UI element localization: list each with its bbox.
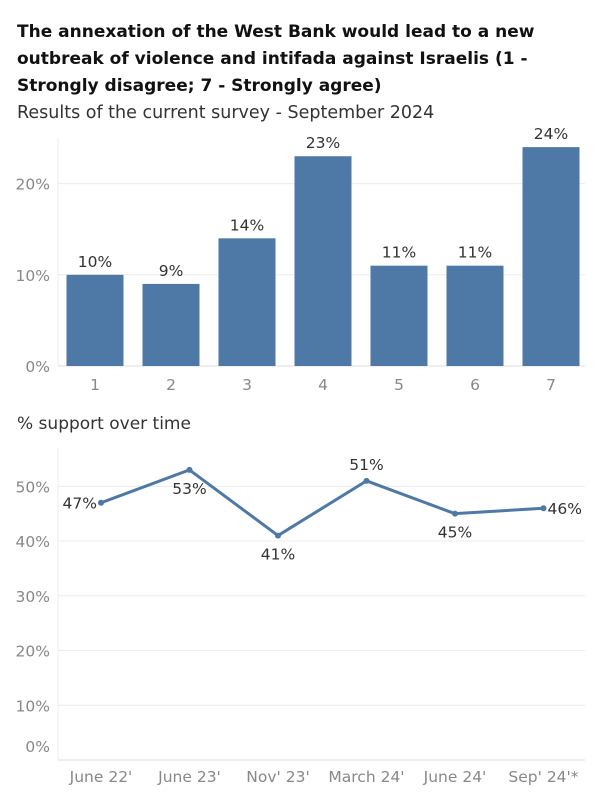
- bar-xtick-label: 5: [394, 376, 404, 394]
- line-data-label: 47%: [63, 495, 97, 513]
- line-data-label: 53%: [172, 480, 206, 498]
- line-point: [186, 466, 193, 473]
- line-xtick-label: June 22': [69, 768, 133, 786]
- line-data-label: 41%: [261, 546, 295, 564]
- bar-xtick-label: 7: [546, 376, 556, 394]
- line-point: [540, 505, 547, 512]
- line-ytick-label: 40%: [16, 533, 50, 551]
- line-ytick-label: 10%: [16, 697, 50, 715]
- line-ytick-label: 0%: [25, 738, 50, 756]
- bar: [66, 274, 124, 366]
- bar-data-label: 24%: [534, 125, 568, 143]
- series-line: [100, 468, 544, 538]
- bar-data-label: 23%: [306, 134, 340, 152]
- line-data-label: 46%: [548, 500, 582, 518]
- bar-xtick-label: 6: [470, 376, 480, 394]
- bar-data-label: 10%: [78, 253, 112, 271]
- line-xtick-label: June 23': [157, 768, 221, 786]
- bar-data-label: 9%: [159, 262, 184, 280]
- bar-xtick-label: 4: [318, 376, 328, 394]
- bar-xtick-label: 3: [242, 376, 252, 394]
- bar: [522, 147, 580, 366]
- bar-ytick-label: 10%: [16, 267, 50, 285]
- chart-subtitle: Results of the current survey - Septembe…: [17, 103, 435, 123]
- bar: [142, 283, 200, 366]
- line-xtick-label: March 24': [328, 768, 404, 786]
- line-point: [275, 532, 281, 539]
- bar-data-label: 14%: [230, 216, 264, 234]
- line-data-label: 51%: [349, 456, 383, 474]
- line-xtick-label: Sep' 24'*: [508, 768, 578, 786]
- line-section-title: % support over time: [17, 414, 191, 434]
- line-point: [452, 510, 458, 517]
- line-xtick-label: June 24': [423, 768, 487, 786]
- chart-title: The annexation of the West Bank would le…: [17, 22, 535, 96]
- bar-ytick-label: 0%: [25, 358, 50, 376]
- bar: [446, 265, 504, 366]
- line-ytick-label: 50%: [16, 478, 50, 496]
- bar: [370, 265, 428, 366]
- bar-ytick-label: 20%: [16, 176, 50, 194]
- bar-data-label: 11%: [382, 244, 416, 262]
- line-point: [98, 499, 104, 506]
- line-ytick-label: 30%: [16, 588, 50, 606]
- line-data-label: 45%: [438, 524, 472, 542]
- bar: [218, 238, 276, 366]
- line-point: [363, 477, 370, 484]
- line-xtick-label: Nov' 23': [246, 768, 309, 786]
- bar-xtick-label: 1: [90, 376, 100, 394]
- bar-data-label: 11%: [458, 244, 492, 262]
- line-ytick-label: 20%: [16, 643, 50, 661]
- bar: [294, 156, 352, 366]
- bar-xtick-label: 2: [166, 376, 176, 394]
